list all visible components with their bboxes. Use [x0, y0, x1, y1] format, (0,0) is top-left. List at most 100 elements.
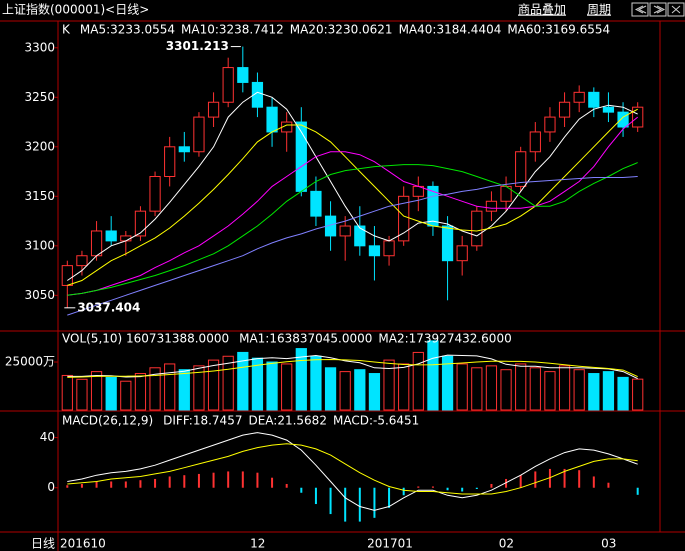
indicator-line [67, 108, 638, 286]
candle-body [222, 67, 234, 103]
y-tick-label: 3250 [24, 90, 55, 104]
y-tick-label: 40 [40, 430, 55, 444]
x-tick-label: 03 [601, 537, 616, 551]
candle-body [573, 91, 585, 103]
candle-body [251, 81, 264, 108]
icon [634, 5, 647, 14]
volume-bar [295, 348, 307, 411]
volume-bar [164, 363, 176, 411]
volume-bar [602, 371, 615, 411]
volume-bar [529, 367, 541, 411]
volume-bar [500, 369, 512, 411]
volume-bar [515, 363, 527, 411]
volume-bar [617, 376, 629, 411]
candle-body [383, 240, 395, 257]
indicator-line [67, 354, 638, 380]
legend-entry: MA20:3230.0621 [290, 23, 393, 37]
volume-bar [383, 359, 395, 411]
volume-bar [354, 369, 366, 411]
close-button[interactable] [667, 2, 685, 17]
x-tick-label: 201610 [60, 537, 106, 551]
volume-bar [207, 359, 220, 411]
candle-body [456, 245, 468, 262]
candle-body [266, 106, 278, 133]
candle-body [441, 225, 454, 262]
volume-bar [456, 363, 468, 411]
volume-bar [398, 363, 410, 411]
volume-bar [281, 363, 293, 411]
indicator-line [67, 176, 638, 316]
candle-body [237, 67, 249, 83]
legend-title: MACD(26,12,9) [62, 414, 153, 428]
candle-body [588, 91, 600, 108]
volume-bar [573, 369, 585, 411]
legend-entry: MA2:173927432.6000 [378, 332, 511, 346]
high-annotation: 3301.213 [166, 39, 229, 53]
volume-bar [310, 355, 322, 411]
volume-bar [441, 355, 454, 411]
overlay-button[interactable]: 商品叠加 [518, 2, 566, 17]
candle-body [193, 116, 205, 153]
low-annotation: 3037.404 [77, 300, 140, 314]
legend-entry: MA1:163837045.0000 [239, 332, 372, 346]
candle-body [90, 230, 103, 257]
y-tick-label: 25000万 [5, 355, 55, 369]
candle-body [368, 245, 381, 257]
candle-body [76, 255, 88, 267]
icon [671, 5, 681, 14]
candle-body [529, 131, 541, 153]
candle-body [178, 146, 190, 153]
candle-body [164, 146, 176, 178]
legend-title: VOL(5,10) 160731388.0000 [62, 332, 229, 346]
volume-bar [427, 340, 439, 411]
volume-bar [368, 373, 381, 411]
candle-body [471, 210, 483, 247]
candle-body [339, 225, 351, 237]
y-tick-label: 3150 [24, 189, 55, 203]
volume-bar [61, 374, 73, 411]
prev-button[interactable] [631, 2, 649, 17]
legend-entry: MA60:3169.6554 [507, 23, 610, 37]
volume-bar [193, 365, 205, 411]
x-tick-label: 201701 [367, 537, 413, 551]
candle-body [354, 225, 366, 247]
volume-bar [471, 367, 483, 411]
candle-body [544, 116, 556, 133]
x-tick-label: 12 [250, 537, 265, 551]
x-axis-label: 日线 [31, 537, 55, 551]
legend-entry: MA5:3233.0554 [80, 23, 175, 37]
candle-body [310, 190, 322, 217]
security-title: 上证指数(000001)<日线> [2, 2, 149, 17]
candle-body [485, 200, 498, 212]
volume-bar [544, 371, 556, 411]
next-button[interactable] [649, 2, 667, 17]
y-tick-label: 3200 [24, 139, 55, 153]
legend-entry: DEA:21.5682 [248, 414, 327, 428]
volume-bar [105, 376, 117, 411]
toolbar [0, 0, 685, 20]
volume-bar [76, 378, 88, 411]
x-tick-label: 02 [499, 537, 514, 551]
candle-body [105, 230, 117, 242]
volume-bar [149, 367, 161, 411]
indicator-line [67, 443, 638, 495]
candle-body [61, 265, 73, 286]
candle-body [149, 176, 161, 212]
y-tick-label: 3050 [24, 288, 55, 302]
candle-body [617, 111, 629, 128]
period-button[interactable]: 周期 [587, 3, 611, 17]
legend-title: K [62, 23, 71, 37]
legend-entry: DIFF:18.7457 [163, 414, 242, 428]
icon [653, 5, 666, 14]
legend-entry: MACD:-5.6451 [333, 414, 419, 428]
indicator-line [67, 91, 638, 281]
indicator-line [67, 116, 639, 296]
candle-body [134, 210, 147, 237]
volume-bar [90, 371, 103, 411]
legend-entry: MA10:3238.7412 [181, 23, 284, 37]
candle-body [558, 101, 571, 118]
volume-bar [632, 378, 644, 411]
y-tick-label: 0 [47, 480, 55, 494]
volume-bar [120, 380, 132, 411]
